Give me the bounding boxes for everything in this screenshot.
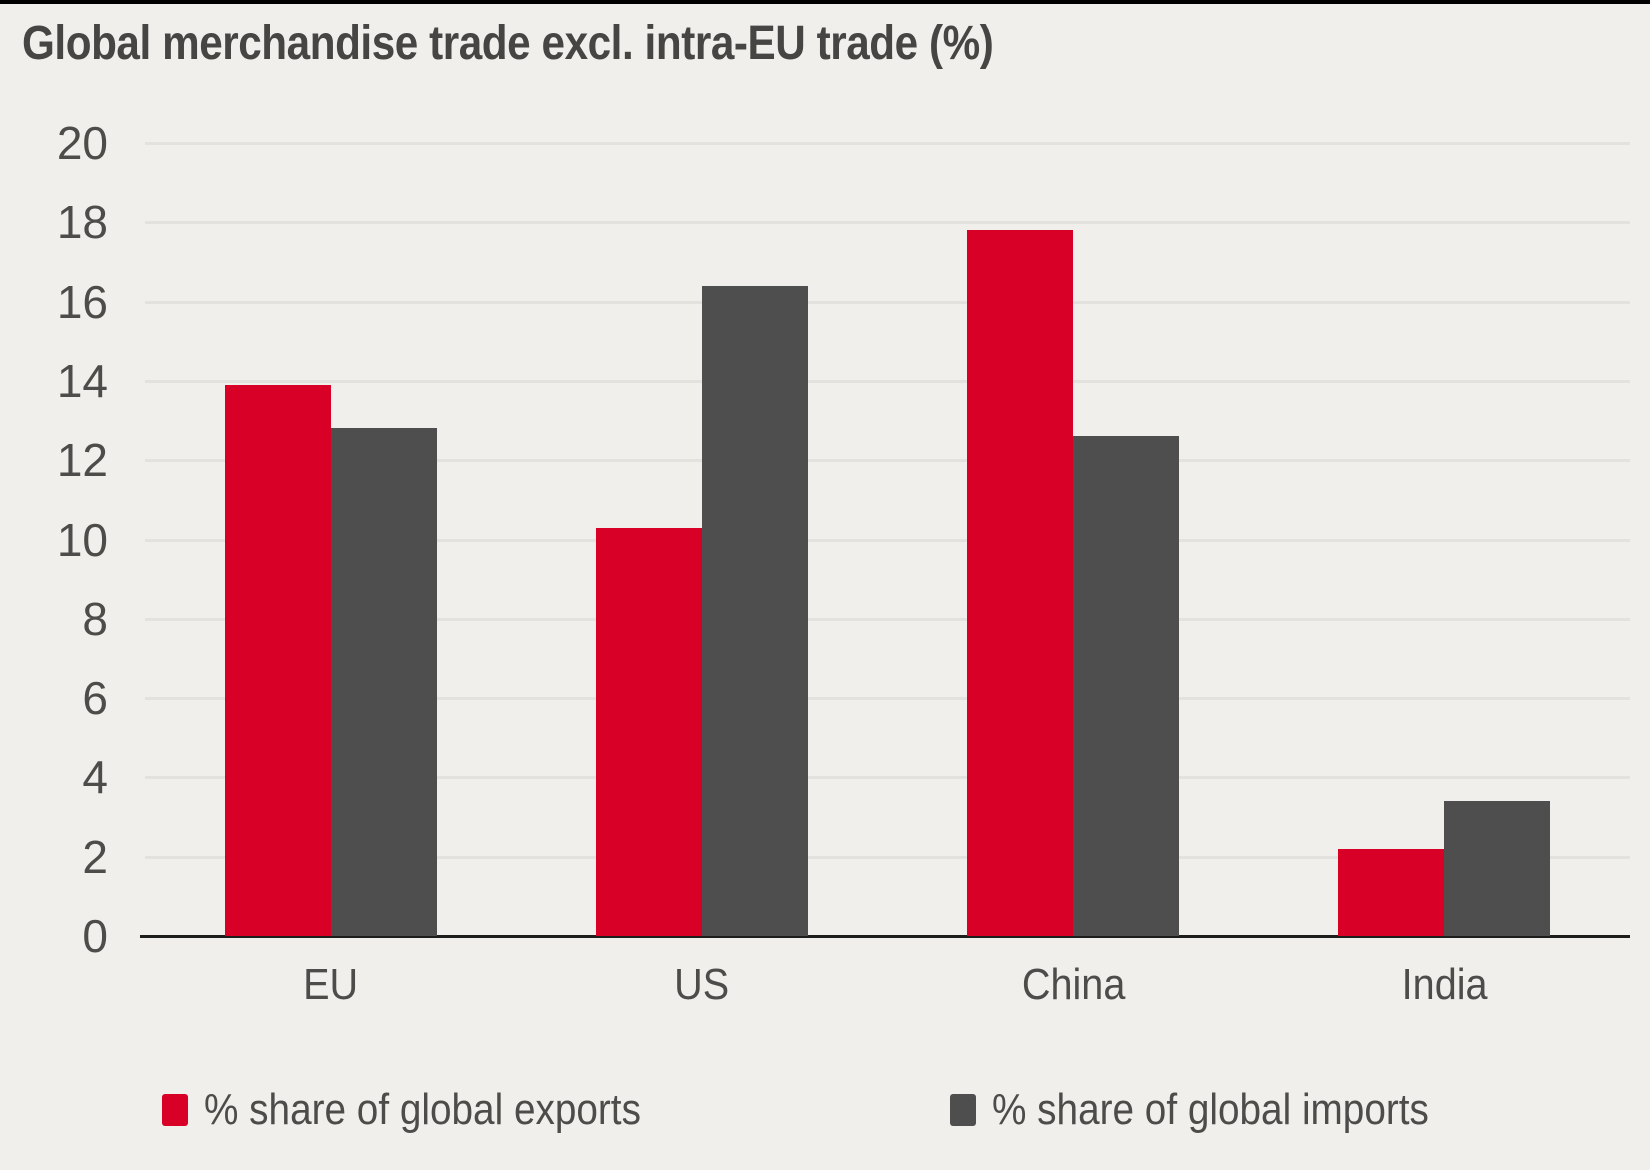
bar-china-imports xyxy=(1073,436,1180,936)
y-axis-tick-label: 10 xyxy=(56,513,108,566)
gridline xyxy=(145,538,1630,542)
legend: % share of global exports % share of glob… xyxy=(0,1078,1650,1142)
gridline xyxy=(145,142,1630,145)
bar-group-china xyxy=(888,143,1259,936)
bar-china-exports xyxy=(967,230,1074,936)
bar-us-exports xyxy=(595,527,702,936)
gridline xyxy=(145,379,1630,383)
y-axis-tick-label: 0 xyxy=(82,910,108,962)
gridline xyxy=(145,697,1630,701)
bar-india-imports xyxy=(1444,801,1551,936)
gridline xyxy=(145,300,1630,304)
legend-label-exports: % share of global exports xyxy=(203,1085,641,1134)
x-axis-label-india: India xyxy=(1401,960,1488,1009)
x-axis: EU US China India xyxy=(145,958,1630,1012)
bar-us-imports xyxy=(701,285,808,936)
x-axis-label-eu: EU xyxy=(303,960,359,1009)
legend-swatch-imports xyxy=(950,1094,977,1126)
bar-india-exports xyxy=(1338,848,1445,936)
x-axis-label-china: China xyxy=(1021,960,1125,1009)
y-axis-tick-label: 20 xyxy=(56,117,108,169)
bar-eu-exports xyxy=(224,384,331,936)
y-axis-tick-label: 8 xyxy=(82,592,108,645)
legend-swatch-exports xyxy=(161,1094,188,1126)
bar-eu-imports xyxy=(330,428,437,936)
legend-item-exports: % share of global exports xyxy=(161,1085,701,1135)
gridline xyxy=(145,855,1630,859)
y-axis-tick-label: 6 xyxy=(82,672,108,725)
legend-label-imports: % share of global imports xyxy=(992,1085,1429,1134)
bar-group-us xyxy=(516,143,887,936)
bar-group-eu xyxy=(145,143,516,936)
legend-item-imports: % share of global imports xyxy=(950,1085,1488,1135)
y-axis-tick-label: 16 xyxy=(56,275,108,328)
x-axis-line xyxy=(140,935,1630,938)
y-axis-tick-label: 18 xyxy=(56,196,108,249)
y-axis-tick-label: 4 xyxy=(82,751,108,804)
y-axis: 0 2 4 6 8 10 12 14 16 18 20 xyxy=(0,117,112,962)
gridline xyxy=(145,776,1630,780)
y-axis-tick-label: 12 xyxy=(56,434,108,487)
top-border-rule xyxy=(0,0,1650,4)
y-axis-tick-label: 2 xyxy=(82,830,108,883)
page-title: Global merchandise trade excl. intra-EU … xyxy=(22,17,994,70)
plot-area xyxy=(140,142,1630,938)
gridline xyxy=(145,221,1630,225)
gridline xyxy=(145,459,1630,463)
gridline xyxy=(145,617,1630,621)
x-axis-label-us: US xyxy=(674,960,730,1009)
bar-group-india xyxy=(1259,143,1630,936)
y-axis-tick-label: 14 xyxy=(56,354,108,407)
